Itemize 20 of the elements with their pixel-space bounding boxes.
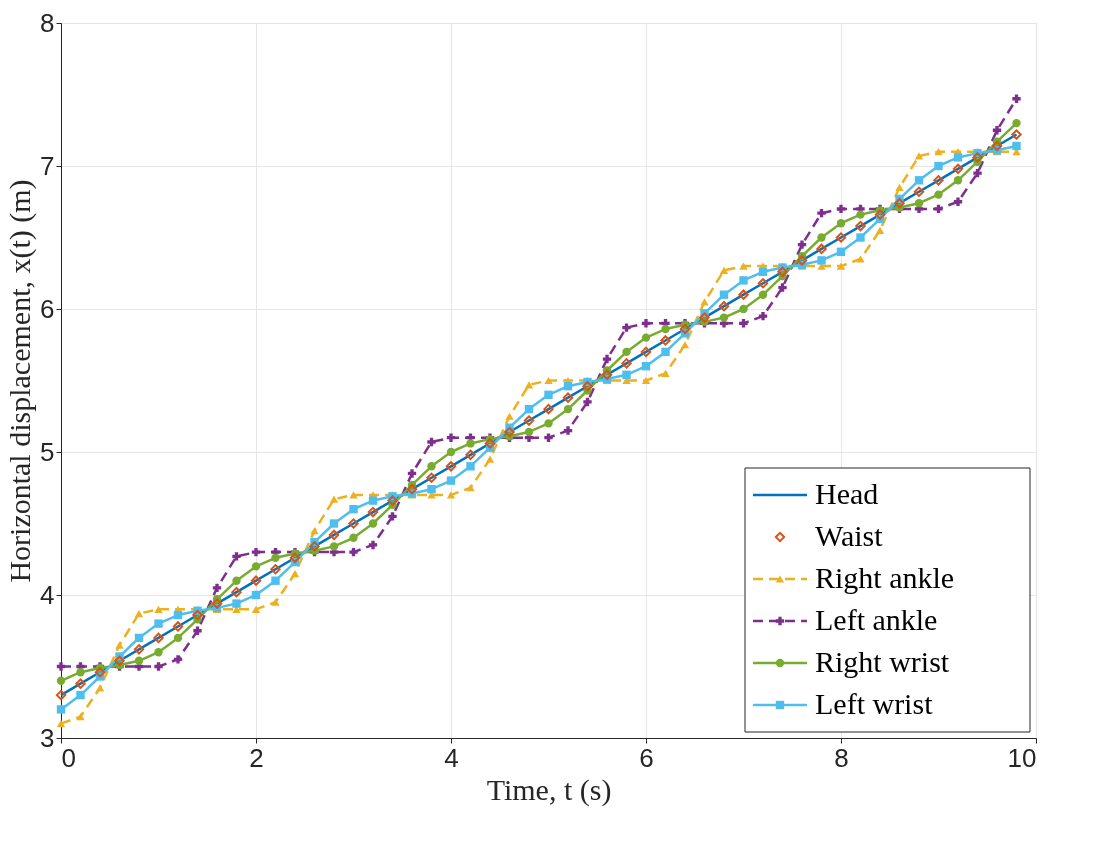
legend-label: Right wrist [815, 645, 950, 678]
y-tick-label: 5 [40, 436, 55, 467]
legend-label: Right ankle [815, 561, 955, 594]
x-tick-label: 0 [61, 742, 76, 773]
y-tick-label: 7 [40, 150, 55, 181]
x-axis-title: Time, t (s) [486, 772, 612, 807]
y-tick-label: 8 [40, 7, 55, 38]
x-tick-label: 6 [639, 742, 654, 773]
y-tick-label: 4 [40, 579, 55, 610]
x-tick-label: 4 [444, 742, 459, 773]
legend-label: Head [815, 477, 879, 510]
legend-label: Left wrist [815, 687, 934, 720]
x-tick-label: 8 [834, 742, 849, 773]
y-axis-title: Horizontal displacement, x(t) (m) [3, 179, 38, 583]
legend-label: Left ankle [815, 603, 938, 636]
legend-label: Waist [815, 519, 884, 552]
x-tick-label: 10 [1007, 742, 1037, 773]
x-tick-label: 2 [249, 742, 264, 773]
y-tick-label: 3 [40, 722, 55, 753]
y-tick-label: 6 [40, 293, 55, 324]
